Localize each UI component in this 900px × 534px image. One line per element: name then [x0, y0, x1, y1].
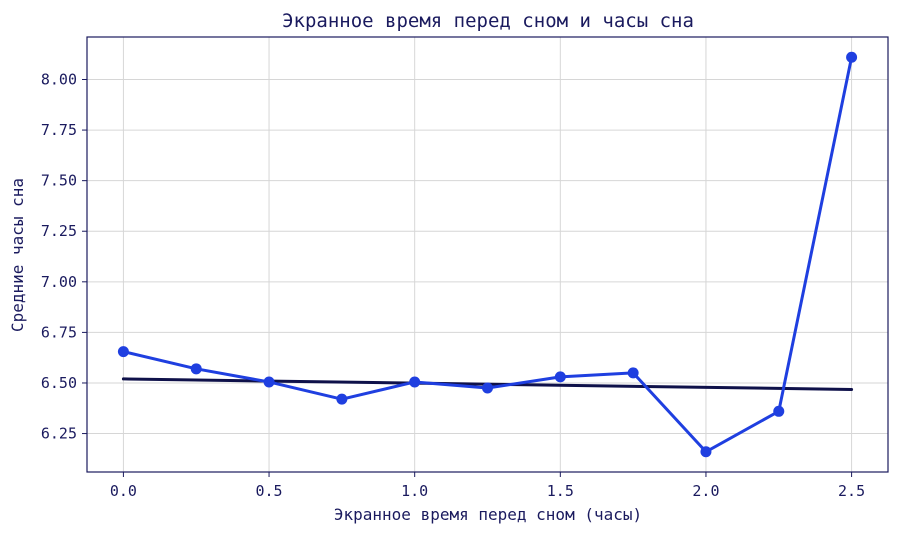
- data-point: [846, 51, 858, 63]
- y-tick-label: 7.75: [41, 121, 77, 139]
- y-tick-label: 7.00: [41, 273, 77, 291]
- x-tick-label: 1.5: [547, 482, 574, 500]
- y-tick-label: 6.75: [41, 323, 77, 341]
- y-axis-ticks: 6.25 6.50 6.75 7.00 7.25 7.50 7.75 8.00: [41, 70, 87, 443]
- data-point: [336, 393, 348, 405]
- x-axis-label: Экранное время перед сном (часы): [334, 505, 642, 524]
- data-point: [700, 446, 712, 458]
- data-point: [190, 363, 202, 375]
- data-point: [482, 382, 493, 394]
- data-point: [263, 376, 275, 388]
- y-tick-label: 7.50: [41, 172, 77, 190]
- x-tick-label: 0.0: [110, 482, 137, 500]
- chart-title: Экранное время перед сном и часы сна: [282, 10, 694, 32]
- x-tick-label: 2.0: [692, 482, 719, 500]
- data-point: [554, 371, 566, 383]
- y-tick-label: 8.00: [41, 70, 77, 88]
- data-point: [627, 367, 639, 379]
- data-point: [409, 376, 421, 388]
- x-axis-ticks: 0.0 0.5 1.0 1.5 2.0 2.5: [110, 472, 865, 500]
- x-tick-label: 2.5: [838, 482, 865, 500]
- data-point: [117, 346, 129, 358]
- y-axis-label: Средние часы сна: [8, 178, 27, 332]
- x-tick-label: 0.5: [255, 482, 282, 500]
- data-point: [773, 405, 785, 417]
- x-tick-label: 1.0: [401, 482, 428, 500]
- y-tick-label: 6.25: [41, 425, 77, 443]
- y-tick-label: 6.50: [41, 374, 77, 392]
- grid: [87, 37, 888, 472]
- y-tick-label: 7.25: [41, 222, 77, 240]
- data-series-layer: [117, 51, 858, 458]
- plot-frame: [86, 36, 889, 473]
